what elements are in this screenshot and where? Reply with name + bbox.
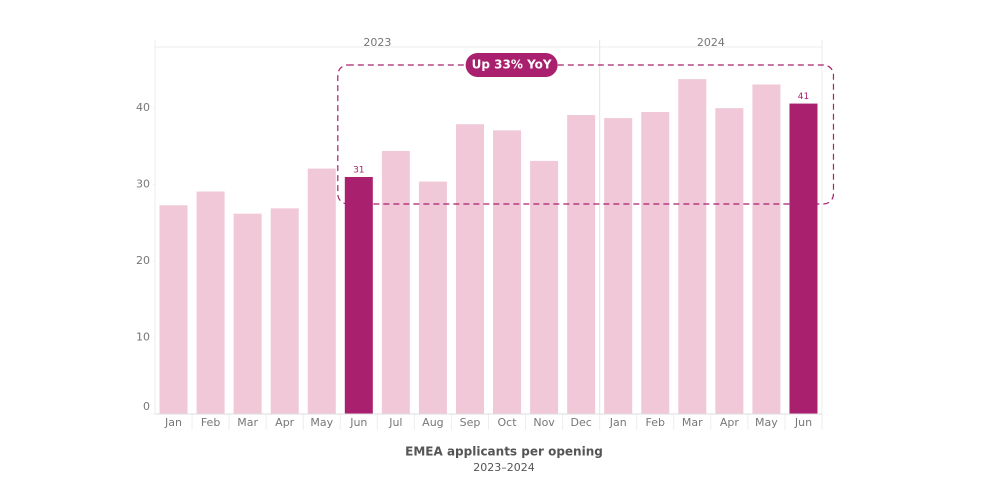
bar — [344, 176, 373, 414]
x-tick-label: Jun — [794, 416, 812, 429]
bar — [270, 208, 299, 414]
bar — [418, 181, 447, 414]
year-label: 2023 — [363, 36, 391, 49]
x-tick-label: Jun — [349, 416, 367, 429]
year-label: 2024 — [697, 36, 725, 49]
x-tick-label: Sep — [460, 416, 481, 429]
bar — [530, 160, 559, 414]
x-tick-label: Aug — [422, 416, 443, 429]
bar — [641, 111, 670, 414]
bar — [159, 205, 188, 414]
x-tick-label: Jul — [388, 416, 402, 429]
value-label: 41 — [798, 92, 809, 102]
x-tick-label: May — [310, 416, 333, 429]
bar — [196, 191, 225, 414]
bar — [307, 168, 336, 414]
value-label: 31 — [353, 165, 364, 175]
bar — [604, 118, 633, 414]
chart-title: EMEA applicants per opening — [405, 445, 603, 459]
x-tick-label: May — [755, 416, 778, 429]
annotation-box — [337, 64, 835, 205]
bar — [567, 115, 596, 415]
x-tick-label: Oct — [498, 416, 518, 429]
x-tick-label: Mar — [237, 416, 258, 429]
x-tick-label: Apr — [720, 416, 740, 429]
x-tick-label: Mar — [682, 416, 703, 429]
y-tick-label: 10 — [136, 331, 150, 344]
bar — [715, 108, 744, 415]
x-tick-label: Dec — [570, 416, 591, 429]
annotation-pill — [465, 53, 558, 77]
x-tick-label: Jan — [609, 416, 627, 429]
bar — [789, 103, 818, 415]
x-tick-label: Feb — [201, 416, 220, 429]
bar — [455, 124, 484, 415]
bar — [678, 79, 707, 415]
bar — [233, 213, 262, 414]
y-tick-label: 0 — [143, 400, 150, 413]
chart-subtitle: 2023–2024 — [473, 461, 535, 474]
bar — [381, 150, 410, 414]
bar — [752, 84, 781, 414]
x-tick-label: Jan — [164, 416, 182, 429]
y-tick-label: 20 — [136, 254, 150, 267]
annotation-text: Up 33% YoY — [472, 58, 552, 72]
y-tick-label: 40 — [136, 101, 150, 114]
bar — [493, 130, 522, 414]
x-tick-label: Feb — [646, 416, 665, 429]
y-tick-label: 30 — [136, 178, 150, 191]
x-tick-label: Apr — [275, 416, 295, 429]
x-tick-label: Nov — [533, 416, 555, 429]
